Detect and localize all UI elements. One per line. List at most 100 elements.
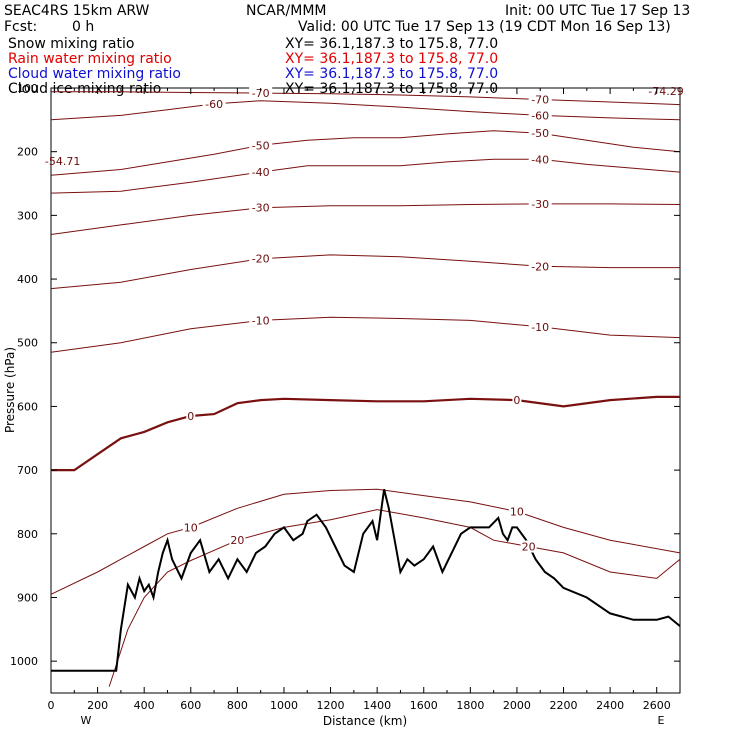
isotherm-label: -50 <box>252 139 270 152</box>
field-label-cloud-ice: Cloud ice mixing ratio <box>8 81 161 97</box>
field-xy-cloud-water: XY= 36.1,187.3 to 175.8, 77.0 <box>285 66 498 82</box>
isotherm-label-bg <box>249 314 273 327</box>
isotherm-label: -30 <box>252 202 270 215</box>
isotherm-label-bg <box>528 153 552 166</box>
isotherm-label-bg <box>249 252 273 265</box>
extreme-label: -54.71 <box>45 155 80 168</box>
isotherm-line-minus-10 <box>50 316 681 353</box>
model-title: SEAC4RS 15km ARW <box>4 3 150 19</box>
isotherm-lines <box>50 91 681 687</box>
isotherm-line-minus-70 <box>51 91 681 106</box>
isotherm-label: -40 <box>531 153 549 166</box>
y-tick-label: 100 <box>17 82 38 95</box>
x-tick-label: 1000 <box>270 699 298 712</box>
y-tick-label: 500 <box>17 337 38 350</box>
y-tick-label: 600 <box>17 400 38 413</box>
isotherm-label-bg <box>249 87 273 100</box>
isotherm-label-bg <box>528 197 552 210</box>
terrain-line <box>51 488 681 672</box>
x-axis-ticks: 0 200 400 600 800 1000 1200 1400 1600 1800 2000 220… <box>48 88 671 712</box>
isotherm-label: -20 <box>252 253 270 266</box>
isotherm-line-minus-40 <box>50 158 681 194</box>
isotherm-label: 20 <box>522 541 536 554</box>
isotherm-label-bg <box>528 127 552 140</box>
x-tick-label: 400 <box>134 699 155 712</box>
isotherm-label-bg <box>528 320 552 333</box>
isotherm-line-10 <box>50 488 681 595</box>
x-tick-label: 2600 <box>643 699 671 712</box>
fcst-label: Fcst: <box>4 19 37 35</box>
isotherm-label: -10 <box>531 321 549 334</box>
isotherm-label-bg <box>528 93 552 106</box>
isotherm-line-minus-20 <box>50 254 680 290</box>
isotherm-label-bg <box>182 521 199 534</box>
isotherm-label: -60 <box>531 109 549 122</box>
y-tick-label: 800 <box>17 528 38 541</box>
isotherm-label: 10 <box>510 506 524 519</box>
x-tick-label: 1200 <box>317 699 345 712</box>
extreme-label: -74.29 <box>648 85 683 98</box>
plot-frame <box>50 87 681 694</box>
x-tick-label: 600 <box>180 699 201 712</box>
x-end-label-east: E <box>658 714 665 727</box>
isotherm-line-0 <box>51 395 680 472</box>
field-label-rain: Rain water mixing ratio <box>8 51 172 67</box>
x-end-label-west: W <box>81 714 92 727</box>
isotherm-label-bg <box>249 201 273 214</box>
isotherm-line-minus-60 <box>50 100 681 121</box>
isotherm-label-bg <box>528 109 552 122</box>
x-tick-label: 2400 <box>596 699 624 712</box>
isotherm-label: 0 <box>187 410 194 423</box>
fcst-value: 0 h <box>72 19 94 35</box>
y-tick-label: 300 <box>17 209 38 222</box>
isotherm-label: -10 <box>252 314 270 327</box>
center-name: NCAR/MMM <box>246 3 327 19</box>
x-tick-label: 1800 <box>456 699 484 712</box>
x-tick-label: 800 <box>227 699 248 712</box>
isotherm-label-bg <box>202 97 226 110</box>
x-tick-label: 200 <box>87 699 108 712</box>
field-label-snow: Snow mixing ratio <box>8 36 134 52</box>
y-tick-label: 900 <box>17 591 38 604</box>
isotherm-line-20 <box>108 509 681 687</box>
isotherm-label: -70 <box>252 87 270 100</box>
isotherm-label: -30 <box>531 198 549 211</box>
x-tick-label: 2000 <box>503 699 531 712</box>
isotherm-label-bg <box>508 505 525 518</box>
field-xy-cloud-ice: XY= 36.1,187.3 to 175.8, 77.0 <box>285 81 498 97</box>
field-xy-rain: XY= 36.1,187.3 to 175.8, 77.0 <box>285 51 498 67</box>
y-tick-label: 400 <box>17 273 38 286</box>
y-tick-label: 1000 <box>10 655 38 668</box>
isotherm-label: -40 <box>252 166 270 179</box>
field-xy-snow: XY= 36.1,187.3 to 175.8, 77.0 <box>285 36 498 52</box>
x-tick-label: 2200 <box>550 699 578 712</box>
isotherm-label: 10 <box>184 521 198 534</box>
isotherm-label: -20 <box>531 260 549 273</box>
isotherm-label: -50 <box>531 127 549 140</box>
init-time: Init: 00 UTC Tue 17 Sep 13 <box>505 3 690 19</box>
isotherm-label: 20 <box>230 534 244 547</box>
terrain-profile <box>51 488 681 672</box>
x-tick-label: 0 <box>48 699 55 712</box>
isotherm-label-bg <box>186 410 196 422</box>
isotherm-label: -70 <box>531 94 549 107</box>
isotherm-label-bg <box>520 540 537 553</box>
x-axis-label: Distance (km) <box>323 714 407 728</box>
valid-time: Valid: 00 UTC Tue 17 Sep 13 (19 CDT Mon … <box>298 19 671 35</box>
y-axis-label: Pressure (hPa) <box>3 347 17 433</box>
isotherm-label-bg <box>229 534 246 547</box>
isotherm-label-bg <box>249 166 273 179</box>
isotherm-line-minus-50 <box>50 130 681 176</box>
isotherm-line-minus-30 <box>50 203 681 235</box>
y-tick-label: 200 <box>17 146 38 159</box>
y-tick-label: 700 <box>17 464 38 477</box>
x-tick-label: 1600 <box>410 699 438 712</box>
isotherm-labels: -70 -70 -60 -60 -50 -50 -40 -40 -30 -30 -20 -20 -10 -… <box>182 87 552 554</box>
isotherm-label-bg <box>249 139 273 152</box>
extreme-value-labels: -74.29 -54.71 <box>45 85 684 168</box>
x-tick-label: 1400 <box>363 699 391 712</box>
isotherm-label: -60 <box>205 98 223 111</box>
field-label-cloud-water: Cloud water mixing ratio <box>8 66 181 82</box>
